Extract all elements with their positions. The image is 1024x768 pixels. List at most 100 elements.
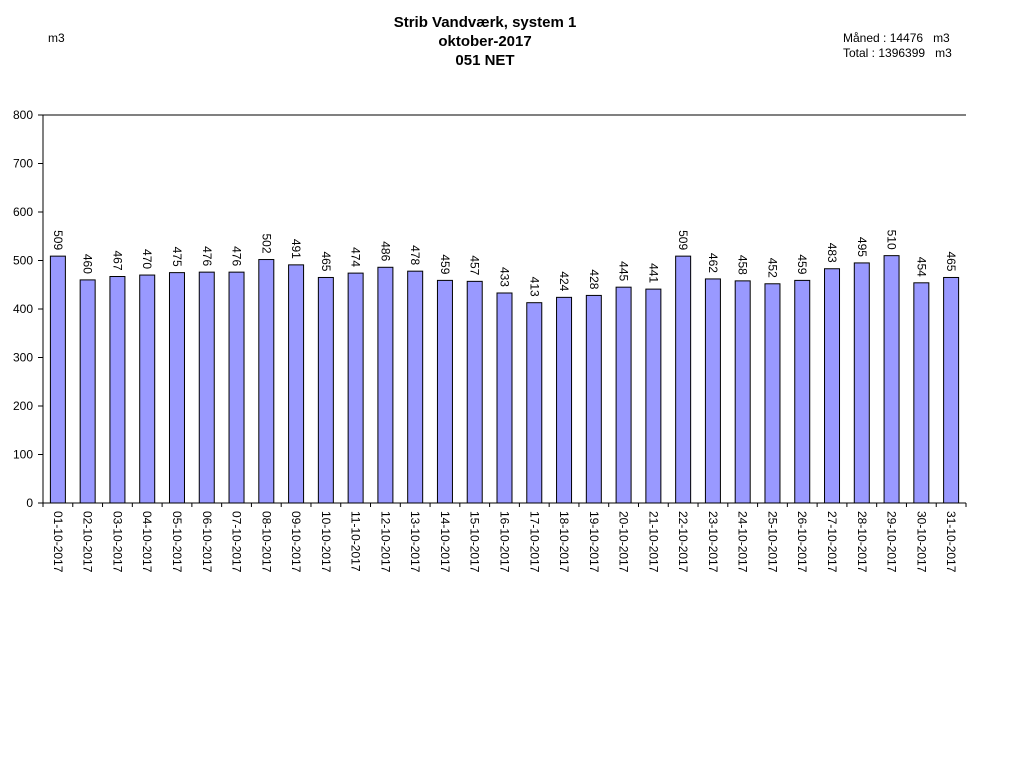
bar-value-label: 476	[200, 246, 214, 266]
bar-value-label: 413	[527, 277, 541, 297]
bar-value-label: 495	[855, 237, 869, 257]
x-tick-label: 07-10-2017	[230, 511, 244, 573]
x-tick-label: 16-10-2017	[498, 511, 512, 573]
bar-value-label: 502	[259, 233, 273, 253]
y-tick-label: 600	[13, 205, 33, 219]
bar-value-label: 459	[795, 254, 809, 274]
bar	[645, 288, 662, 504]
bar-value-label: 474	[349, 247, 363, 267]
x-tick-label: 10-10-2017	[319, 511, 333, 573]
x-tick-label: 12-10-2017	[378, 511, 392, 573]
bar	[943, 276, 960, 504]
bar-value-label: 470	[140, 249, 154, 269]
x-tick-label: 22-10-2017	[676, 511, 690, 573]
x-tick-label: 13-10-2017	[408, 511, 422, 573]
bar-value-label: 491	[289, 239, 303, 259]
bar	[168, 272, 185, 504]
bar-value-label: 476	[230, 246, 244, 266]
x-tick-label: 27-10-2017	[825, 511, 839, 573]
bar	[556, 296, 573, 504]
x-tick-label: 08-10-2017	[259, 511, 273, 573]
y-tick-label: 300	[13, 351, 33, 365]
bar	[704, 278, 721, 504]
bar	[407, 270, 424, 504]
bar-value-label: 475	[170, 247, 184, 267]
bar-value-label: 509	[51, 230, 65, 250]
x-tick-label: 04-10-2017	[140, 511, 154, 573]
y-tick-label: 500	[13, 254, 33, 268]
x-tick-label: 18-10-2017	[557, 511, 571, 573]
bar-value-label: 454	[914, 257, 928, 277]
bar	[496, 292, 513, 504]
x-tick-label: 28-10-2017	[855, 511, 869, 573]
x-tick-label: 01-10-2017	[51, 511, 65, 573]
bar	[317, 276, 334, 504]
bar-value-label: 465	[319, 251, 333, 271]
bar	[853, 262, 870, 504]
bar-value-label: 457	[468, 255, 482, 275]
x-tick-label: 17-10-2017	[527, 511, 541, 573]
x-tick-label: 05-10-2017	[170, 511, 184, 573]
bar	[109, 276, 126, 504]
bar	[288, 264, 305, 504]
x-tick-label: 14-10-2017	[438, 511, 452, 573]
bar-value-label: 486	[378, 241, 392, 261]
y-tick-label: 0	[26, 496, 33, 510]
chart-title: Strib Vandværk, system 1	[393, 14, 577, 31]
x-tick-label: 15-10-2017	[468, 511, 482, 573]
bar	[824, 268, 841, 504]
bar-value-label: 433	[498, 267, 512, 287]
bar-value-label: 462	[706, 253, 720, 273]
bar-value-label: 441	[646, 263, 660, 283]
x-tick-label: 29-10-2017	[885, 511, 899, 573]
grand-total: Total : 1396399 m3	[843, 46, 952, 60]
bar-value-label: 483	[825, 243, 839, 263]
bar	[347, 272, 364, 504]
y-tick-label: 700	[13, 157, 33, 171]
x-tick-label: 11-10-2017	[349, 511, 363, 572]
x-tick-label: 31-10-2017	[944, 511, 958, 573]
x-tick-label: 02-10-2017	[81, 511, 95, 573]
bar-value-label: 465	[944, 251, 958, 271]
bar	[139, 274, 156, 504]
bar	[466, 280, 483, 504]
bar-value-label: 458	[736, 255, 750, 275]
month-total: Måned : 14476 m3	[843, 31, 950, 45]
bar	[258, 259, 275, 504]
bar	[526, 302, 543, 504]
y-tick-label: 100	[13, 448, 33, 462]
bar-value-label: 478	[408, 245, 422, 265]
bar	[675, 255, 692, 504]
bar	[615, 286, 632, 504]
bar	[883, 255, 900, 504]
bar	[764, 283, 781, 504]
chart-meter-name: 051 NET	[455, 52, 515, 69]
bar	[585, 294, 602, 504]
bar	[913, 282, 930, 504]
bar	[228, 271, 245, 504]
x-tick-label: 21-10-2017	[646, 511, 660, 573]
x-tick-label: 06-10-2017	[200, 511, 214, 573]
bar-value-label: 445	[617, 261, 631, 281]
bar	[794, 279, 811, 504]
x-tick-label: 26-10-2017	[795, 511, 809, 573]
x-tick-label: 24-10-2017	[736, 511, 750, 573]
y-axis-unit: m3	[48, 31, 65, 45]
x-tick-label: 03-10-2017	[110, 511, 124, 573]
bar-value-label: 510	[885, 230, 899, 250]
x-tick-label: 19-10-2017	[587, 511, 601, 573]
bar-value-label: 509	[676, 230, 690, 250]
x-tick-label: 30-10-2017	[914, 511, 928, 573]
bar-value-label: 467	[110, 250, 124, 270]
y-tick-label: 200	[13, 399, 33, 413]
y-tick-label: 800	[13, 108, 33, 122]
bar-value-label: 459	[438, 254, 452, 274]
bar-value-label: 452	[765, 258, 779, 278]
x-tick-label: 20-10-2017	[617, 511, 631, 573]
x-tick-label: 23-10-2017	[706, 511, 720, 573]
x-tick-label: 25-10-2017	[765, 511, 779, 573]
bar	[49, 255, 66, 504]
bar	[79, 279, 96, 504]
y-tick-label: 400	[13, 302, 33, 316]
